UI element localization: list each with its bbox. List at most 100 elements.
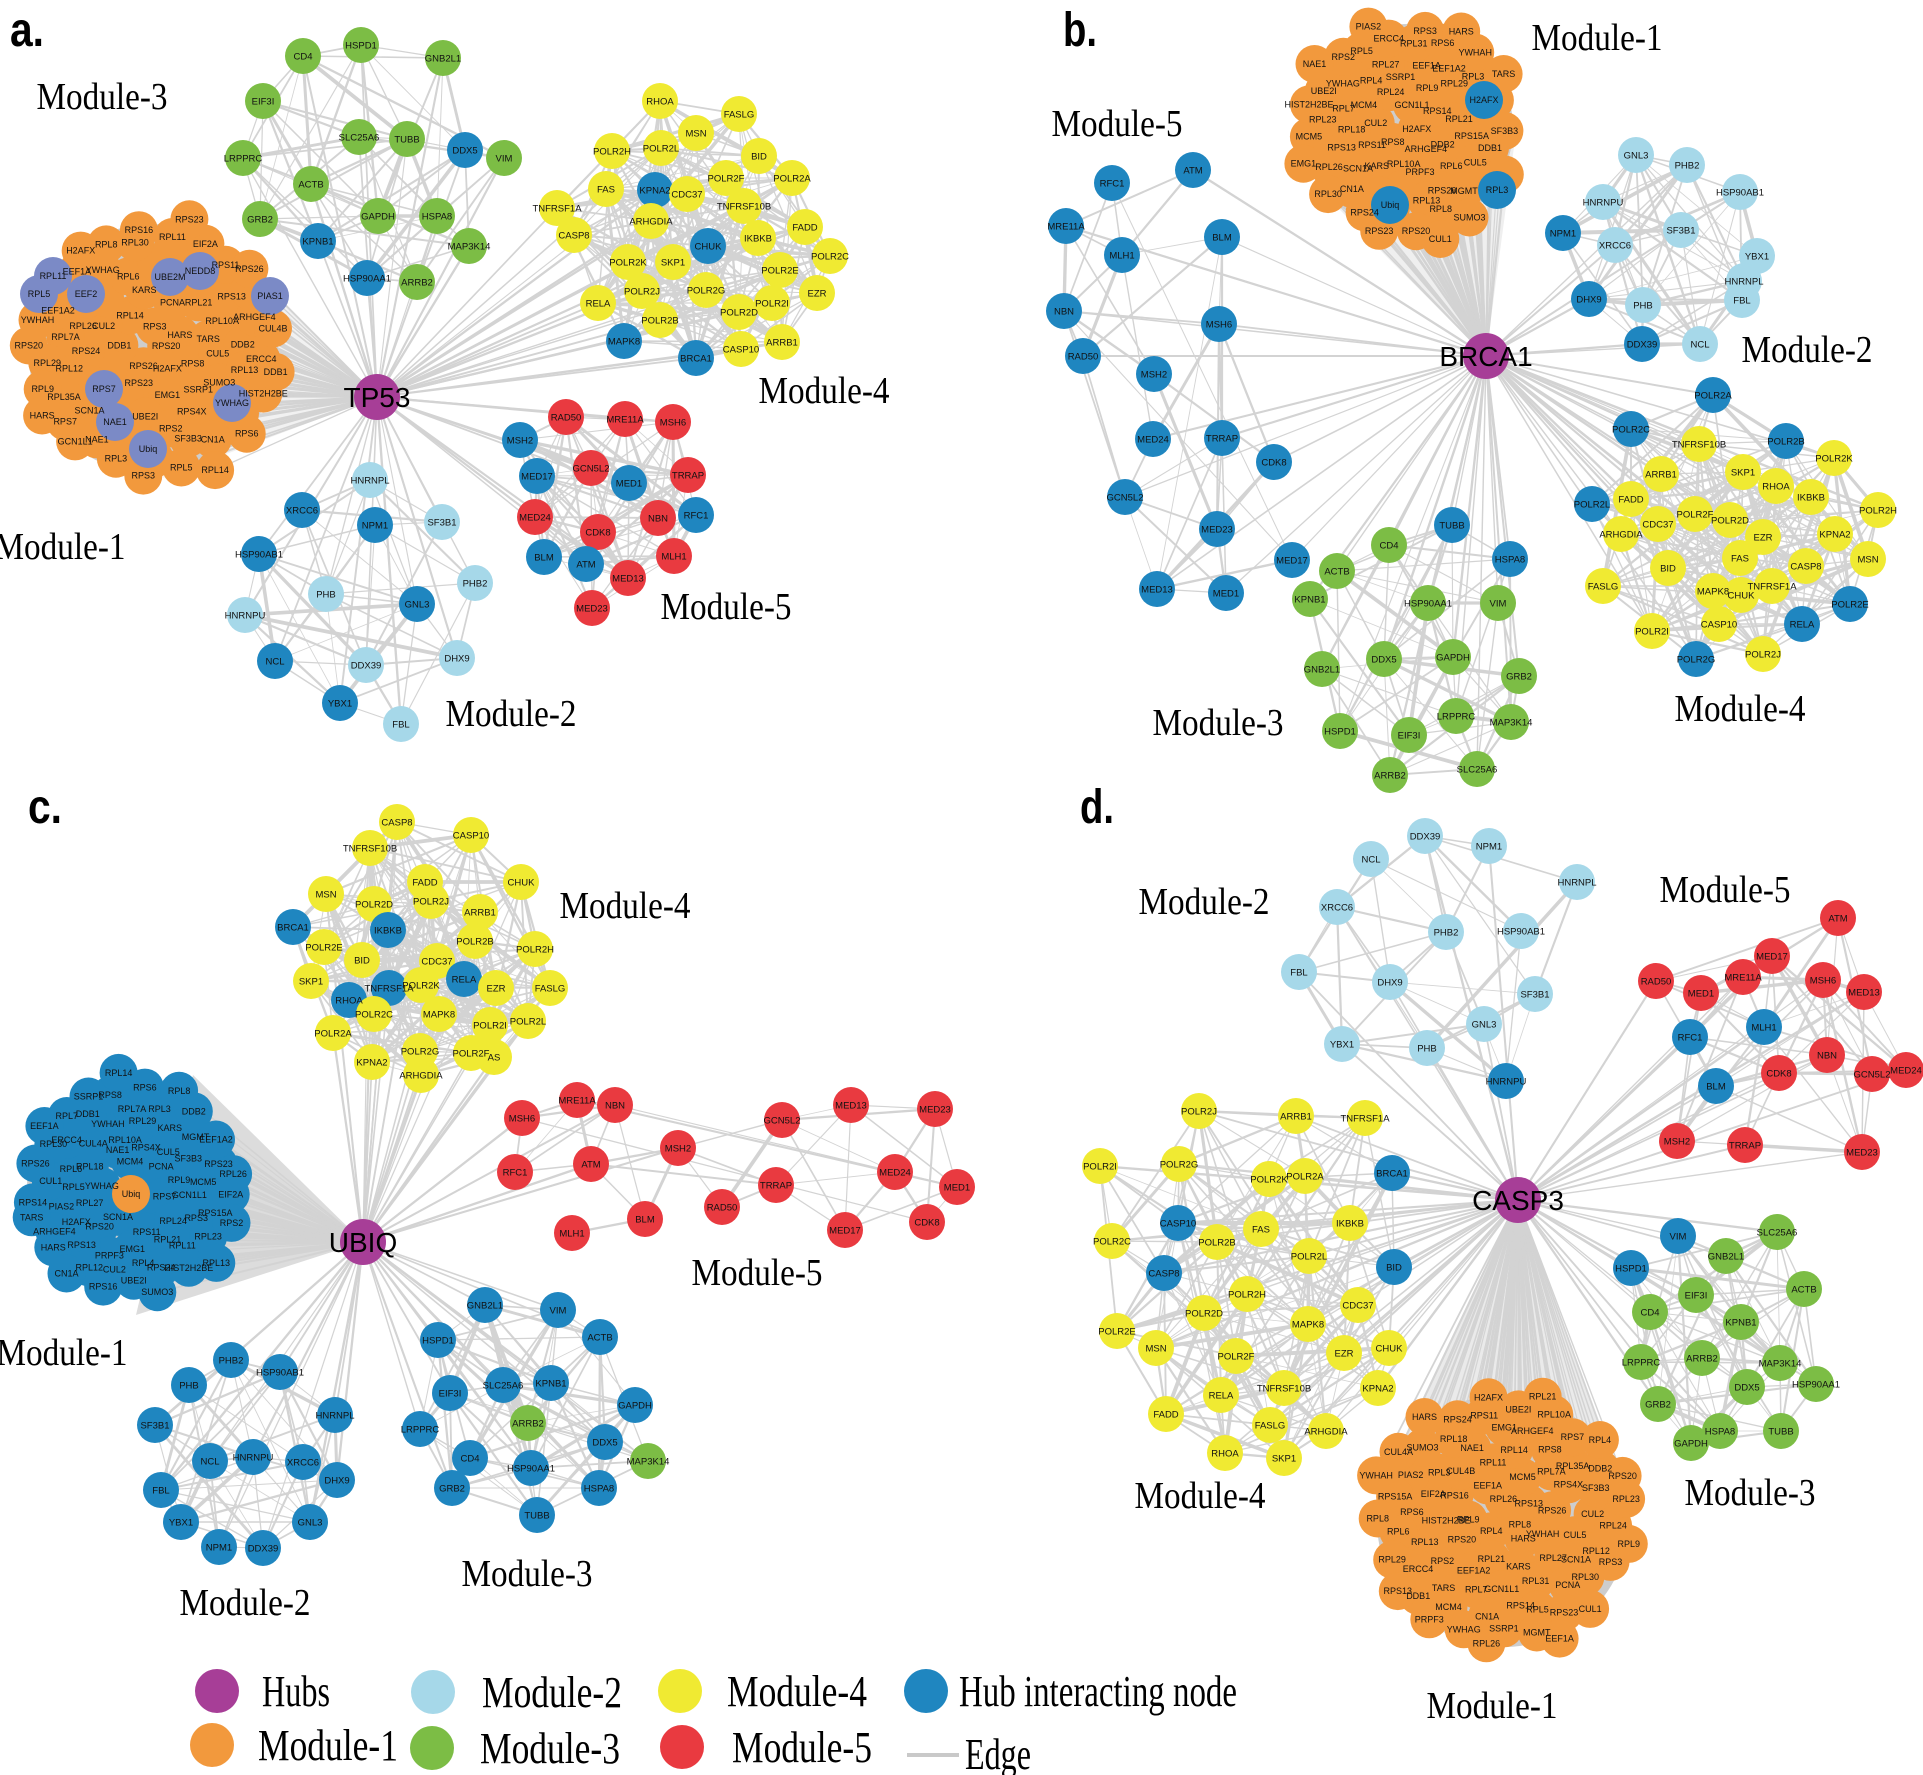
svg-text:HSP90AA1: HSP90AA1 (507, 1464, 555, 1475)
svg-text:HSPA8: HSPA8 (1705, 1427, 1735, 1438)
svg-text:MED24: MED24 (1137, 435, 1169, 446)
svg-text:RPS11: RPS11 (212, 260, 240, 270)
svg-text:RPS23: RPS23 (125, 378, 154, 388)
svg-text:RPL8: RPL8 (95, 239, 118, 249)
svg-text:EEF2: EEF2 (75, 289, 98, 299)
svg-text:RPL9: RPL9 (168, 1175, 191, 1185)
svg-text:BRCA1: BRCA1 (277, 923, 309, 934)
svg-text:ARRB2: ARRB2 (401, 278, 433, 289)
svg-text:GCN1L1: GCN1L1 (1484, 1584, 1519, 1594)
svg-text:MAPK8: MAPK8 (1697, 587, 1729, 598)
svg-text:Module-3: Module-3 (480, 1724, 620, 1773)
svg-text:TNFRSF10B: TNFRSF10B (717, 202, 771, 213)
svg-text:RHOA: RHOA (335, 996, 363, 1007)
svg-text:GCN5L2: GCN5L2 (573, 464, 610, 475)
svg-text:YWHAG: YWHAG (215, 398, 249, 408)
svg-text:RPL30: RPL30 (1572, 1572, 1600, 1582)
svg-text:SCN1A: SCN1A (74, 406, 104, 416)
svg-text:BLM: BLM (1212, 233, 1232, 244)
svg-text:BRCA1: BRCA1 (1376, 1169, 1408, 1180)
svg-text:SF3B1: SF3B1 (140, 1421, 169, 1432)
svg-text:HSP90AA1: HSP90AA1 (1404, 599, 1452, 610)
svg-text:HSP90AA1: HSP90AA1 (343, 274, 391, 285)
svg-text:RPL29: RPL29 (1441, 79, 1469, 89)
svg-text:RPL3: RPL3 (148, 1104, 171, 1114)
svg-text:TUBB: TUBB (1768, 1427, 1793, 1438)
svg-text:PRPF3: PRPF3 (95, 1250, 124, 1260)
svg-text:Module-5: Module-5 (1052, 103, 1183, 145)
svg-text:MGMT: MGMT (1450, 186, 1478, 196)
svg-text:ATM: ATM (1828, 914, 1847, 925)
svg-text:RPS8: RPS8 (98, 1090, 122, 1100)
svg-text:POLR2A: POLR2A (773, 174, 811, 185)
svg-text:ATM: ATM (1183, 166, 1202, 177)
svg-text:NPM1: NPM1 (1550, 229, 1576, 240)
svg-text:RPS16: RPS16 (125, 225, 154, 235)
svg-text:SCN1A: SCN1A (1561, 1555, 1591, 1565)
svg-text:RAD50: RAD50 (551, 413, 582, 424)
svg-text:SUMO3: SUMO3 (141, 1287, 173, 1297)
svg-text:ERCC4: ERCC4 (1403, 1564, 1434, 1574)
svg-text:RPS11: RPS11 (133, 1227, 161, 1237)
svg-text:RPS8: RPS8 (1381, 137, 1405, 147)
svg-text:RPL23: RPL23 (1309, 114, 1337, 124)
svg-text:MRE11A: MRE11A (558, 1096, 596, 1107)
svg-text:Module-2: Module-2 (180, 1582, 311, 1624)
svg-text:HNRNPU: HNRNPU (1583, 198, 1624, 209)
svg-text:KPNB1: KPNB1 (535, 1379, 566, 1390)
svg-text:GNL3: GNL3 (1624, 151, 1649, 162)
svg-text:PHB2: PHB2 (1434, 928, 1459, 939)
svg-text:POLR2C: POLR2C (811, 252, 849, 263)
svg-text:DDX5: DDX5 (452, 146, 477, 157)
svg-text:HARS: HARS (167, 330, 192, 340)
svg-text:RPS23: RPS23 (1550, 1608, 1579, 1618)
svg-text:POLR2J: POLR2J (624, 287, 660, 298)
svg-text:KPNB1: KPNB1 (1725, 1318, 1756, 1329)
svg-text:Module-4: Module-4 (727, 1667, 867, 1716)
svg-text:PHB2: PHB2 (1675, 161, 1700, 172)
svg-text:SKP1: SKP1 (1731, 468, 1755, 479)
svg-text:NBN: NBN (1054, 307, 1074, 318)
svg-text:MCM4: MCM4 (117, 1156, 144, 1166)
svg-text:MLH1: MLH1 (1751, 1023, 1776, 1034)
svg-text:DDB2: DDB2 (1431, 140, 1455, 150)
svg-text:POLR2C: POLR2C (1093, 1237, 1131, 1248)
svg-text:TRRAP: TRRAP (760, 1181, 792, 1192)
svg-text:RPL26: RPL26 (1315, 162, 1343, 172)
svg-text:Module-5: Module-5 (732, 1723, 872, 1772)
svg-text:EEF1A: EEF1A (1474, 1481, 1503, 1491)
svg-text:RPS26: RPS26 (21, 1159, 50, 1169)
svg-text:POLR2D: POLR2D (1711, 516, 1749, 527)
svg-text:RPL14: RPL14 (116, 310, 144, 320)
svg-text:RPL27: RPL27 (76, 1198, 104, 1208)
svg-text:POLR2H: POLR2H (593, 147, 631, 158)
svg-text:BID: BID (354, 956, 370, 967)
svg-text:RPL4: RPL4 (1589, 1435, 1612, 1445)
svg-text:NAE1: NAE1 (1303, 59, 1327, 69)
svg-text:SKP1: SKP1 (299, 977, 323, 988)
svg-text:RPS8: RPS8 (181, 359, 205, 369)
svg-text:RAD50: RAD50 (1068, 352, 1099, 363)
svg-text:RPL29: RPL29 (34, 358, 62, 368)
svg-text:RPS24: RPS24 (1443, 1414, 1472, 1424)
svg-text:RPL21: RPL21 (1445, 114, 1473, 124)
svg-text:HSP90AB1: HSP90AB1 (256, 1368, 304, 1379)
svg-text:BID: BID (751, 152, 767, 163)
svg-text:Ubiq: Ubiq (122, 1189, 141, 1199)
svg-text:FBL: FBL (1290, 968, 1307, 979)
svg-text:CHUK: CHUK (1376, 1344, 1404, 1355)
svg-text:RPL5: RPL5 (28, 289, 51, 299)
svg-text:CDC37: CDC37 (1642, 520, 1673, 531)
svg-text:POLR2E: POLR2E (305, 943, 343, 954)
svg-text:EZR: EZR (1335, 1349, 1354, 1360)
svg-text:RPL26: RPL26 (69, 321, 97, 331)
svg-text:RPL8: RPL8 (1366, 1514, 1389, 1524)
svg-text:DDX39: DDX39 (1627, 340, 1658, 351)
svg-text:KARS: KARS (132, 285, 157, 295)
svg-text:POLR2F: POLR2F (1218, 1352, 1255, 1363)
svg-text:RPL14: RPL14 (1500, 1445, 1528, 1455)
svg-text:ACTB: ACTB (587, 1333, 612, 1344)
svg-text:RPL7: RPL7 (56, 1111, 79, 1121)
svg-text:RAD50: RAD50 (707, 1203, 738, 1214)
svg-text:NPM1: NPM1 (1476, 842, 1502, 853)
